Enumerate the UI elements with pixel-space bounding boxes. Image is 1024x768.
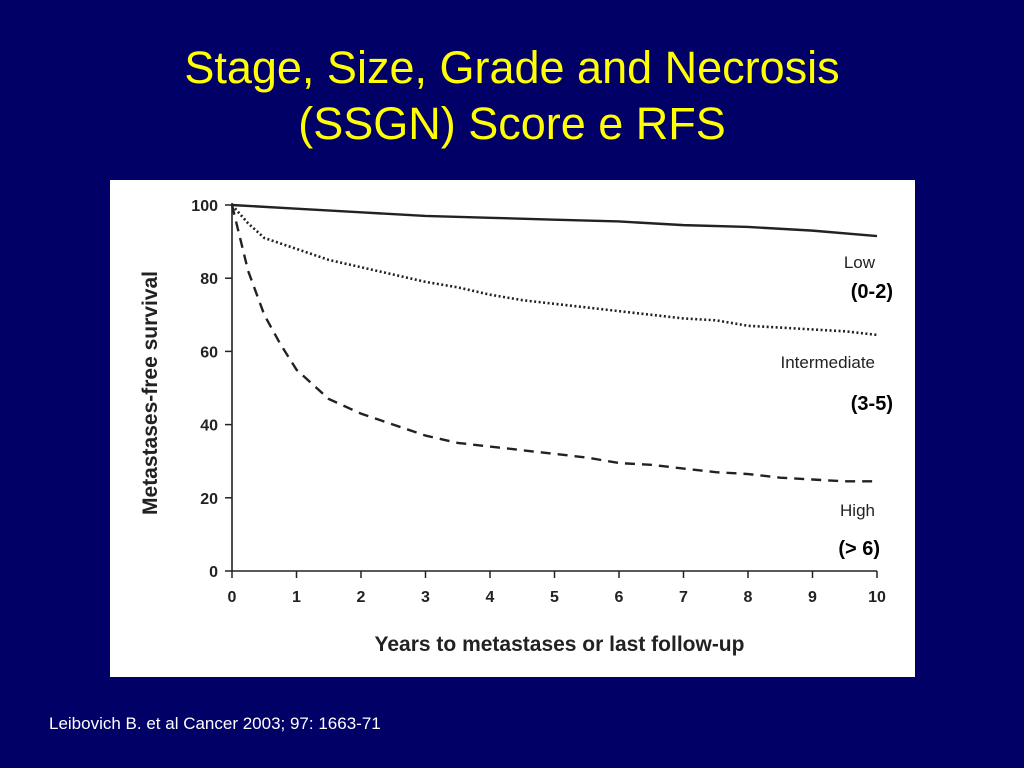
- score-range-intermediate: (3-5): [851, 393, 893, 415]
- x-tick-label: 4: [486, 589, 495, 606]
- chart-series: [230, 203, 878, 483]
- x-tick-label: 2: [357, 589, 366, 606]
- chart-panel: 0 20 40 60 80 100 0 1 2 3 4 5 6 7 8 9 10 Years to metast…: [110, 180, 915, 677]
- x-tick-label: 10: [868, 589, 886, 606]
- y-tick-label: 100: [191, 198, 218, 215]
- x-tick-label: 9: [808, 589, 817, 606]
- survival-chart: 0 20 40 60 80 100 0 1 2 3 4 5 6 7 8 9 10 Years to metast…: [139, 198, 893, 656]
- x-tick-label: 7: [679, 589, 688, 606]
- x-tick-label: 8: [744, 589, 753, 606]
- series-label-intermediate: Intermediate: [781, 353, 876, 372]
- score-range-high: (> 6): [838, 538, 880, 560]
- x-tick-label: 6: [615, 589, 624, 606]
- x-tick-label: 5: [550, 589, 559, 606]
- y-tick-label: 40: [200, 418, 218, 435]
- slide-title-line-2: (SSGN) Score e RFS: [298, 98, 726, 149]
- y-tick-label: 20: [200, 491, 218, 508]
- x-tick-label: 0: [228, 589, 237, 606]
- score-range-low: (0-2): [851, 281, 893, 303]
- y-tick-label: 0: [209, 564, 218, 581]
- x-tick-label: 3: [421, 589, 430, 606]
- series-label-low: Low: [844, 253, 876, 272]
- x-tick-label: 1: [292, 589, 301, 606]
- series-line-intermediate: [231, 204, 878, 337]
- chart-axes: 0 20 40 60 80 100 0 1 2 3 4 5 6 7 8 9 10: [191, 198, 886, 606]
- series-line-high: [230, 204, 877, 483]
- y-axis-title: Metastases-free survival: [139, 271, 162, 515]
- citation: Leibovich B. et al Cancer 2003; 97: 1663…: [49, 714, 381, 733]
- y-tick-label: 80: [200, 271, 218, 288]
- series-line-low: [231, 203, 878, 238]
- y-tick-label: 60: [200, 344, 218, 361]
- slide-title-line-1: Stage, Size, Grade and Necrosis: [184, 42, 840, 93]
- series-label-high: High: [840, 501, 875, 520]
- slide-title: Stage, Size, Grade and Necrosis (SSGN) S…: [0, 40, 1024, 152]
- x-axis-title: Years to metastases or last follow-up: [375, 633, 745, 656]
- chart-labels: Years to metastases or last follow-up Met…: [139, 253, 893, 656]
